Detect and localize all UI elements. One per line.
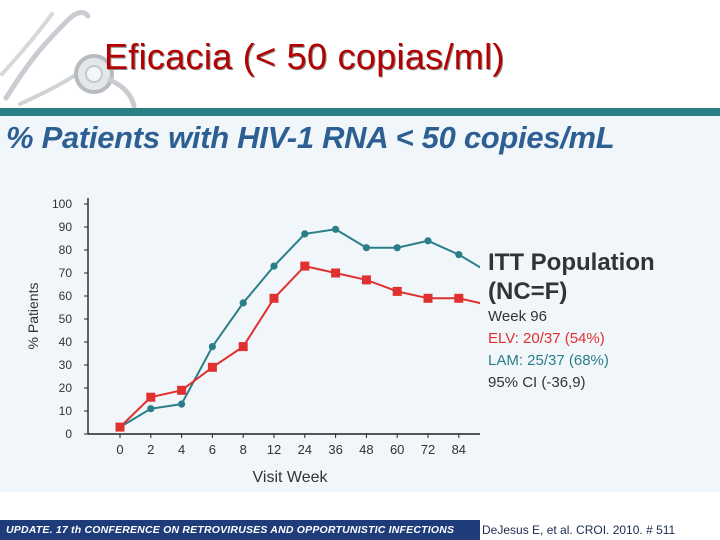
data-point-lam bbox=[455, 251, 463, 259]
y-tick-label: 80 bbox=[59, 243, 73, 257]
y-tick-label: 20 bbox=[59, 381, 73, 395]
x-tick-label: 4 bbox=[178, 442, 185, 457]
data-point-elv bbox=[454, 293, 464, 303]
data-point-elv bbox=[300, 261, 310, 271]
legend-lam: LAM: 25/37 (68%) bbox=[488, 352, 609, 369]
x-tick-label: 2 bbox=[147, 442, 154, 457]
x-tick-label: 72 bbox=[421, 442, 435, 457]
legend-heading-line2: (NC=F) bbox=[488, 278, 568, 305]
data-point-elv bbox=[392, 286, 402, 296]
y-tick-label: 50 bbox=[59, 312, 73, 326]
series-line-lam bbox=[119, 228, 480, 428]
data-point-lam bbox=[362, 244, 370, 252]
data-point-elv bbox=[115, 422, 125, 432]
data-point-lam bbox=[147, 405, 155, 413]
y-tick-label: 100 bbox=[52, 197, 72, 211]
data-point-elv bbox=[207, 362, 217, 372]
data-point-lam bbox=[424, 237, 432, 245]
data-point-lam bbox=[393, 244, 401, 252]
data-point-elv bbox=[146, 392, 156, 402]
data-point-lam bbox=[178, 400, 186, 408]
chart-series bbox=[115, 225, 480, 432]
x-axis-label: Visit Week bbox=[253, 469, 329, 486]
y-tick-label: 10 bbox=[59, 404, 73, 418]
data-point-elv bbox=[361, 275, 371, 285]
y-axis-label: % Patients bbox=[25, 283, 41, 350]
data-point-elv bbox=[269, 293, 279, 303]
data-point-lam bbox=[301, 230, 309, 238]
y-tick-label: 40 bbox=[59, 335, 73, 349]
legend-elv: ELV: 20/37 (54%) bbox=[488, 330, 605, 347]
y-tick-label: 30 bbox=[59, 358, 73, 372]
x-tick-label: 12 bbox=[267, 442, 281, 457]
slide-title: Eficacia (< 50 copias/ml) bbox=[104, 36, 505, 77]
header-divider bbox=[0, 108, 720, 116]
x-tick-label: 6 bbox=[209, 442, 216, 457]
data-point-elv bbox=[423, 293, 433, 303]
legend-heading-line1: ITT Population bbox=[488, 249, 655, 276]
population-legend: ITT Population (NC=F) Week 96 ELV: 20/37… bbox=[488, 248, 708, 394]
data-point-elv bbox=[238, 342, 248, 352]
x-tick-label: 84 bbox=[452, 442, 466, 457]
x-tick-label: 48 bbox=[359, 442, 373, 457]
conference-footer: UPDATE. 17 th CONFERENCE ON RETROVIRUSES… bbox=[0, 520, 480, 540]
legend-week: Week 96 bbox=[488, 308, 547, 325]
stethoscope-icon bbox=[0, 10, 137, 109]
x-tick-label: 24 bbox=[298, 442, 312, 457]
y-tick-label: 90 bbox=[59, 220, 73, 234]
conference-name: UPDATE. 17 th CONFERENCE ON RETROVIRUSES… bbox=[6, 524, 455, 536]
data-point-elv bbox=[177, 385, 187, 395]
data-point-elv bbox=[331, 268, 341, 278]
x-tick-label: 60 bbox=[390, 442, 404, 457]
legend-ci: 95% CI (-36,9) bbox=[488, 374, 586, 391]
x-tick-label: 36 bbox=[328, 442, 342, 457]
figure-title: % Patients with HIV-1 RNA < 50 copies/mL bbox=[6, 120, 615, 155]
data-point-lam bbox=[332, 225, 340, 233]
series-line-elv bbox=[119, 265, 480, 428]
x-tick-label: 8 bbox=[240, 442, 247, 457]
y-tick-label: 70 bbox=[59, 266, 73, 280]
citation: DeJesus E, et al. CROI. 2010. # 511 bbox=[482, 523, 676, 537]
y-tick-label: 60 bbox=[59, 289, 73, 303]
data-point-lam bbox=[208, 343, 216, 351]
data-point-lam bbox=[270, 262, 278, 270]
data-point-lam bbox=[239, 299, 247, 307]
x-tick-label: 0 bbox=[116, 442, 123, 457]
y-tick-label: 0 bbox=[65, 427, 72, 441]
